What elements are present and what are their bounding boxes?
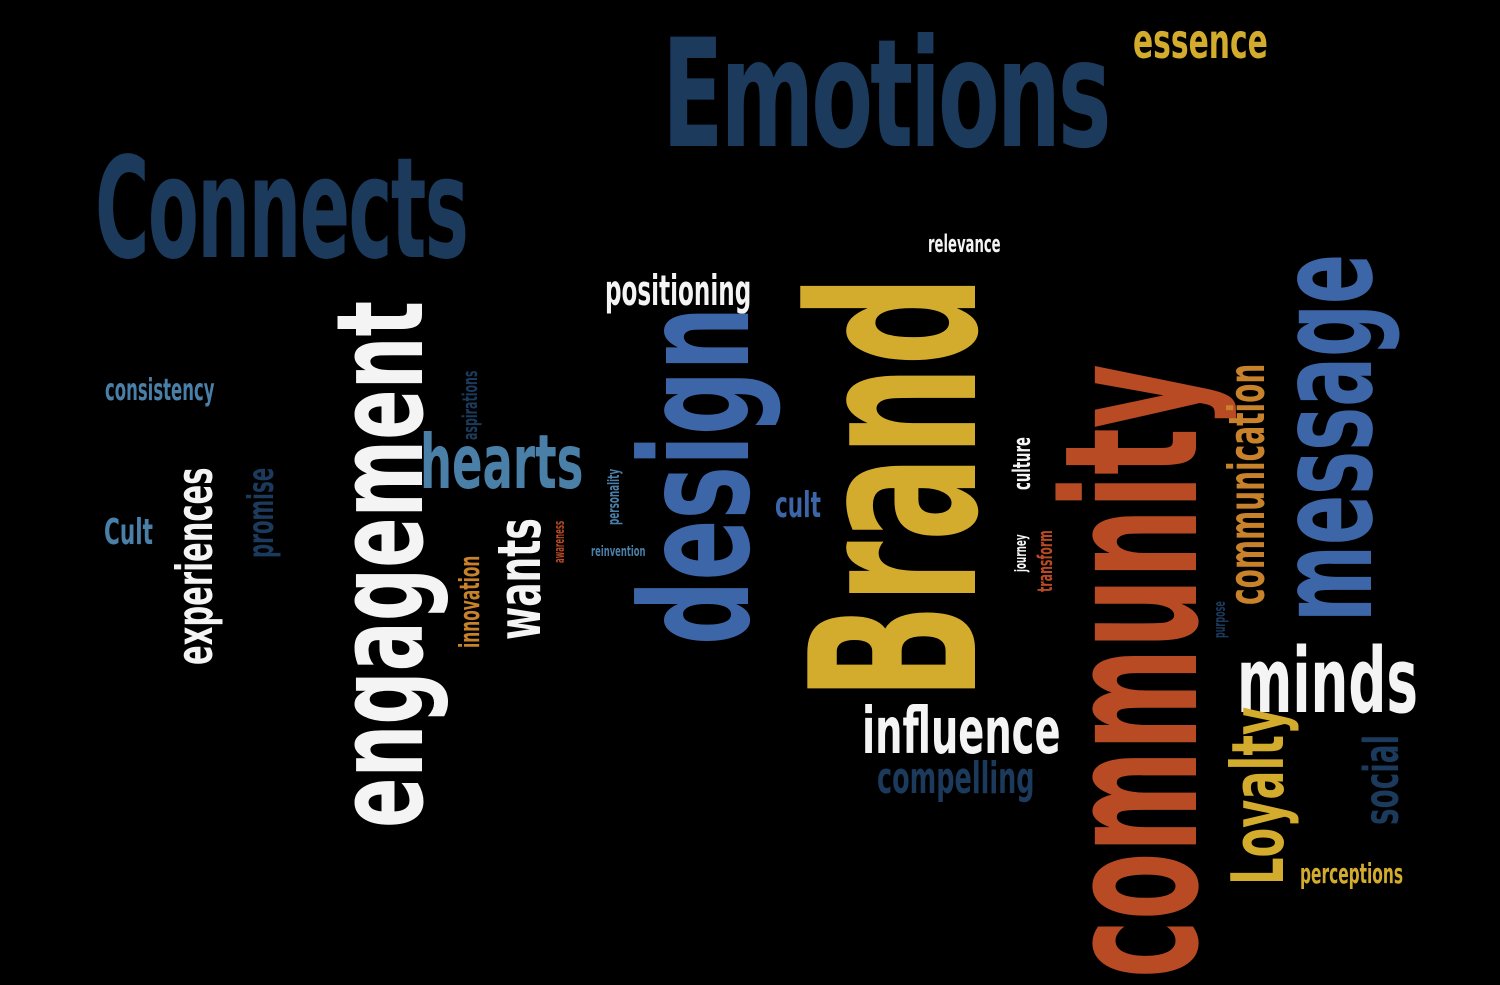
word-culture: culture (1008, 437, 1036, 490)
word-loyalty: Loyalty (1216, 706, 1300, 885)
word-design: design (610, 306, 784, 645)
word-positioning: positioning (605, 266, 752, 315)
word-purpose: purpose (1210, 601, 1229, 638)
word-compelling: compelling (877, 753, 1035, 804)
word-essence: essence (1133, 14, 1268, 70)
word-engagement: engagement (312, 300, 451, 829)
word-cult-upper: Cult (104, 512, 153, 553)
word-community: community (1024, 364, 1240, 978)
word-journey: journey (1011, 534, 1030, 572)
word-influence: influence (862, 695, 1061, 769)
word-cult-lower: cult (775, 485, 821, 526)
word-perceptions: perceptions (1300, 857, 1404, 890)
word-minds: minds (1237, 629, 1418, 734)
word-relevance: relevance (928, 230, 1001, 258)
word-reinvention: reinvention (591, 544, 646, 560)
word-social: social (1354, 734, 1410, 825)
word-brand: Brand (763, 275, 1030, 700)
word-message: message (1249, 253, 1403, 622)
word-aspirations: aspirations (458, 370, 482, 440)
word-awareness: awareness (552, 520, 568, 563)
word-consistency: consistency (105, 373, 215, 408)
word-innovation: innovation (453, 555, 486, 648)
word-promise: promise (241, 467, 282, 558)
word-experiences: experiences (166, 467, 224, 665)
word-connects: Connects (95, 128, 469, 291)
word-transform: transform (1033, 530, 1057, 592)
word-emotions: Emotions (662, 8, 1111, 182)
word-hearts: hearts (420, 418, 584, 506)
word-wants: wants (485, 518, 555, 640)
